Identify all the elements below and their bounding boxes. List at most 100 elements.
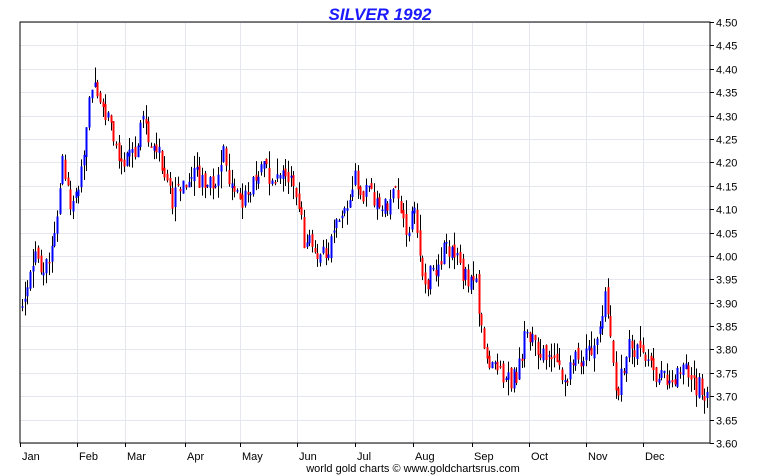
price-bar-down: [642, 344, 645, 353]
y-tick-label: 3.95: [716, 275, 737, 287]
price-bar-up: [126, 152, 129, 166]
y-tick-label: 4.25: [716, 135, 737, 147]
price-bar-down: [386, 203, 389, 211]
price-bar-down: [292, 175, 295, 186]
x-axis-ticks: Jan Feb Mar Apr May Jun Jul Aug Sep Oct Nov Dec: [20, 443, 665, 463]
price-bar-down: [298, 193, 301, 209]
price-bar-up: [601, 315, 604, 329]
y-tick-label: 3.60: [716, 439, 737, 451]
price-bar-down: [687, 365, 690, 378]
y-tick-label: 4.50: [716, 18, 737, 30]
price-bar-up: [193, 168, 196, 182]
price-bar-up: [475, 278, 478, 283]
price-bar-up: [445, 241, 448, 244]
y-tick-label: 4.00: [716, 252, 737, 264]
price-bar-down: [416, 209, 419, 233]
price-bar-up: [153, 145, 156, 151]
price-bar-down: [467, 269, 470, 287]
x-tick-label: Sep: [474, 451, 494, 463]
price-bar-up: [526, 331, 529, 334]
price-bar-up: [620, 368, 623, 396]
price-bar-down: [644, 354, 647, 362]
price-bar-up: [505, 378, 508, 381]
plot-frame: [19, 21, 711, 444]
price-bar-up: [368, 185, 371, 188]
price-bar-up: [588, 345, 591, 351]
price-bar-up: [494, 362, 497, 364]
price-bar-up: [290, 175, 293, 178]
price-bar-up: [413, 207, 416, 214]
price-bar-up: [182, 180, 185, 194]
y-axis-ticks: 3.60 3.65 3.70 3.75 3.80 3.85 3.90 3.95 4.00 4.05…: [710, 18, 737, 451]
price-bar-down: [521, 358, 524, 362]
price-bar-down: [112, 121, 115, 142]
price-bar-down: [631, 340, 634, 349]
price-bar-up: [88, 97, 91, 128]
price-bar-up: [625, 356, 628, 374]
price-bar-down: [118, 142, 121, 161]
price-bar-down: [612, 340, 615, 363]
price-bar-up: [346, 208, 349, 211]
price-bar-up: [128, 149, 131, 157]
price-bar-down: [529, 332, 532, 343]
y-tick-label: 4.05: [716, 229, 737, 241]
price-bar-down: [147, 121, 150, 143]
price-bar-down: [609, 315, 612, 337]
price-bar-down: [666, 374, 669, 386]
x-tick-label: Nov: [588, 451, 608, 463]
price-bar-up: [174, 187, 177, 208]
price-bar-up: [706, 391, 709, 399]
price-bar-down: [287, 171, 290, 183]
price-bar-up: [45, 259, 48, 274]
price-bar-down: [120, 158, 123, 162]
x-tick-label: Dec: [645, 451, 665, 463]
price-bar-down: [539, 353, 542, 358]
price-bar-down: [483, 328, 486, 349]
price-bar-down: [402, 210, 405, 219]
price-bar-up: [158, 146, 161, 153]
x-tick-label: Oct: [531, 451, 548, 463]
price-bar-down: [155, 144, 158, 153]
price-bar-down: [166, 173, 169, 181]
price-bar-down: [37, 247, 40, 259]
price-bar-down: [228, 170, 231, 185]
price-bar-up: [437, 264, 440, 277]
price-bar-down: [488, 355, 491, 368]
price-bar-down: [701, 378, 704, 396]
price-bar-down: [405, 213, 408, 235]
price-bar-up: [279, 175, 282, 179]
price-bar-up: [263, 161, 266, 169]
price-bar-down: [652, 358, 655, 371]
price-bar-up: [53, 232, 56, 247]
price-bar-down: [674, 379, 677, 385]
price-bar-down: [486, 347, 489, 359]
price-bar-down: [703, 395, 706, 401]
price-bar-down: [373, 192, 376, 206]
price-bar-down: [499, 366, 502, 368]
price-bar-up: [91, 89, 94, 99]
price-bar-down: [268, 168, 271, 184]
price-bar-down: [639, 340, 642, 349]
price-bar-up: [32, 266, 35, 272]
price-bar-down: [472, 275, 475, 281]
price-bar-up: [513, 369, 516, 389]
price-bar-up: [94, 82, 97, 87]
price-bar-up: [564, 380, 567, 383]
price-bar-up: [75, 191, 78, 198]
price-bar-down: [123, 159, 126, 167]
price-bar-up: [663, 370, 666, 374]
y-tick-label: 3.70: [716, 392, 737, 404]
price-bar-up: [83, 154, 86, 166]
price-bar-up: [341, 215, 344, 219]
price-bar-down: [577, 347, 580, 360]
price-bar-down: [502, 363, 505, 383]
price-bar-down: [550, 357, 553, 360]
price-bar-up: [24, 298, 27, 302]
price-bar-up: [327, 254, 330, 259]
x-tick-label: Feb: [79, 451, 98, 463]
price-bar-up: [523, 331, 526, 359]
x-tick-label: Jan: [22, 451, 40, 463]
price-bar-down: [179, 189, 182, 192]
price-bar-up: [698, 377, 701, 398]
